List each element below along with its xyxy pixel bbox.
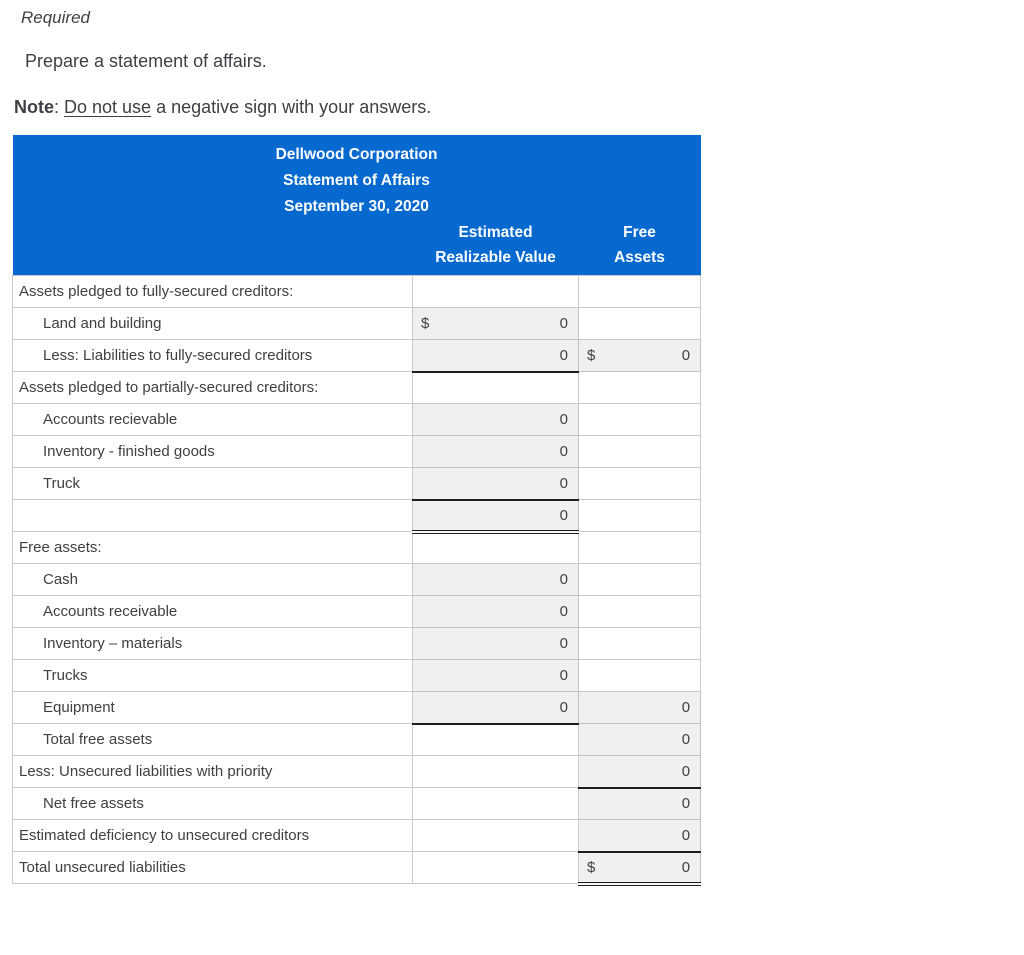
erv-cell (412, 723, 579, 756)
fa-cell (577, 467, 702, 500)
erv-input[interactable]: 0 (412, 467, 579, 501)
dollar-sign: $ (587, 858, 596, 876)
col-header-estimated-realizable-value: Estimated Realizable Value (412, 220, 579, 276)
note-colon: : (54, 97, 65, 117)
erv-input[interactable]: 0 (412, 499, 579, 534)
row-label: Less: Unsecured liabilities with priorit… (12, 755, 413, 788)
note-label: Note (14, 97, 54, 117)
erv-input[interactable]: 0 (412, 691, 579, 725)
fa-input[interactable]: 0 (577, 723, 702, 756)
erv-input[interactable]: 0 (412, 595, 579, 628)
fa-input[interactable]: 0 (577, 819, 702, 853)
fa-cell (577, 371, 702, 404)
dollar-sign: $ (421, 315, 430, 332)
row-label: Free assets: (12, 531, 413, 564)
table-row: Equipment 0 0 (12, 691, 702, 725)
note-rest: a negative sign with your answers. (151, 97, 432, 117)
row-label: Truck (12, 467, 413, 500)
table-row: Land and building $0 (12, 307, 702, 340)
erv-cell (412, 787, 579, 820)
table-row: Free assets: (12, 531, 702, 564)
erv-input[interactable]: $0 (412, 307, 579, 340)
row-label: Net free assets (12, 787, 413, 820)
page: { "intro": { "required": "Required", "in… (0, 8, 1024, 955)
statement-of-affairs-table: Dellwood Corporation Statement of Affair… (12, 135, 702, 886)
row-label: Assets pledged to fully-secured creditor… (12, 275, 413, 308)
row-label: Inventory - finished goods (12, 435, 413, 468)
fa-cell (577, 659, 702, 692)
table-row: Assets pledged to fully-secured creditor… (12, 275, 702, 308)
row-label: Less: Liabilities to fully-secured credi… (12, 339, 413, 372)
fa-cell (577, 563, 702, 596)
fa-input[interactable]: 0 (577, 691, 702, 724)
erv-cell (412, 819, 579, 852)
statement-name: Statement of Affairs (283, 172, 430, 189)
row-label: Equipment (12, 691, 413, 724)
table-row: Total free assets 0 (12, 723, 702, 756)
erv-input[interactable]: 0 (412, 659, 579, 692)
row-label: Estimated deficiency to unsecured credit… (12, 819, 413, 852)
erv-input[interactable]: 0 (412, 435, 579, 468)
fa-cell (577, 595, 702, 628)
erv-cell (412, 851, 579, 884)
row-label: Assets pledged to partially-secured cred… (12, 371, 413, 404)
table-row: Less: Liabilities to fully-secured credi… (12, 339, 702, 373)
fa-input[interactable]: 0 (577, 787, 702, 820)
table-row: Cash 0 (12, 563, 702, 596)
row-label: Accounts recievable (12, 403, 413, 436)
table-row: Trucks 0 (12, 659, 702, 692)
table-row: Estimated deficiency to unsecured credit… (12, 819, 702, 853)
dollar-sign: $ (587, 347, 596, 364)
fa-cell (577, 307, 702, 340)
instruction-text: Prepare a statement of affairs. (25, 51, 267, 71)
erv-input[interactable]: 0 (412, 403, 579, 436)
row-label: Total unsecured liabilities (12, 851, 413, 884)
erv-cell (412, 371, 579, 404)
erv-cell (412, 531, 579, 564)
fa-cell (577, 499, 702, 532)
company-name: Dellwood Corporation (275, 146, 438, 163)
note-underlined-phrase: Do not use (64, 97, 152, 117)
erv-input[interactable]: 0 (412, 339, 579, 373)
statement-date: September 30, 2020 (284, 198, 429, 215)
fa-input[interactable]: $0 (577, 339, 702, 372)
fa-input[interactable]: 0 (577, 755, 702, 789)
table-row: Inventory - finished goods 0 (12, 435, 702, 468)
erv-input[interactable]: 0 (412, 563, 579, 596)
table-row: Accounts recievable 0 (12, 403, 702, 436)
erv-cell (412, 275, 579, 308)
col-header-free-assets: Free Assets (578, 220, 701, 276)
fa-cell (577, 531, 702, 564)
table-row: Total unsecured liabilities $0 (12, 851, 702, 886)
row-label: Trucks (12, 659, 413, 692)
table-row: Net free assets 0 (12, 787, 702, 820)
table-row: 0 (12, 499, 702, 534)
fa-cell (577, 435, 702, 468)
row-label: Land and building (12, 307, 413, 340)
erv-cell (412, 755, 579, 788)
table-row: Truck 0 (12, 467, 702, 501)
row-label: Inventory – materials (12, 627, 413, 660)
table-row: Less: Unsecured liabilities with priorit… (12, 755, 702, 789)
statement-header: Dellwood Corporation Statement of Affair… (12, 135, 701, 276)
erv-input[interactable]: 0 (412, 627, 579, 660)
fa-cell (577, 627, 702, 660)
fa-input[interactable]: $0 (577, 851, 702, 886)
row-label: Total free assets (12, 723, 413, 756)
table-row: Inventory – materials 0 (12, 627, 702, 660)
fa-cell (577, 403, 702, 436)
fa-cell (577, 275, 702, 308)
table-row: Accounts receivable 0 (12, 595, 702, 628)
table-row: Assets pledged to partially-secured cred… (12, 371, 702, 404)
row-label: Accounts receivable (12, 595, 413, 628)
note-text: Note: Do not use a negative sign with yo… (14, 97, 1024, 118)
row-label (12, 499, 413, 532)
required-heading: Required (21, 8, 90, 27)
row-label: Cash (12, 563, 413, 596)
statement-title-block: Dellwood Corporation Statement of Affair… (12, 135, 701, 220)
col-header-empty (12, 220, 413, 276)
